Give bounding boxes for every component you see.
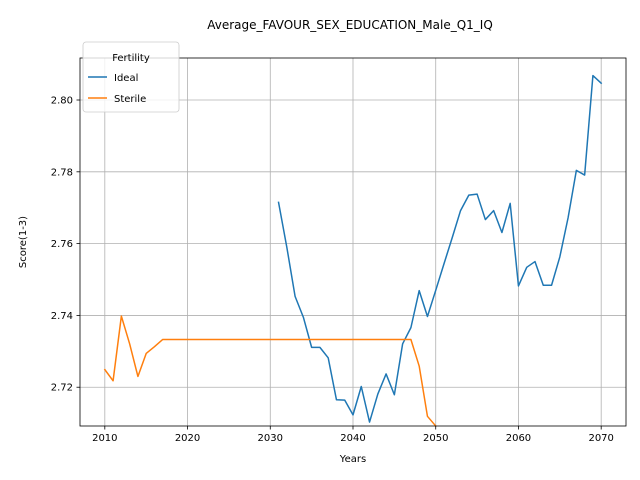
- legend-title: Fertility: [112, 53, 150, 64]
- x-tick-label: 2040: [340, 433, 365, 444]
- y-tick-label: 2.72: [51, 383, 73, 394]
- x-tick-label: 2060: [506, 433, 531, 444]
- x-tick-label: 2030: [258, 433, 283, 444]
- legend-label-sterile: Sterile: [114, 94, 146, 105]
- y-tick-label: 2.74: [51, 311, 73, 322]
- series-line-sterile: [103, 315, 437, 428]
- grid: [80, 58, 626, 426]
- legend-label-ideal: Ideal: [114, 73, 138, 84]
- y-axis-label: Score(1-3): [18, 216, 29, 268]
- y-axis: 2.72 2.74 2.76 2.78 2.80: [51, 96, 80, 394]
- chart-title: Average_FAVOUR_SEX_EDUCATION_Male_Q1_IQ: [207, 18, 493, 32]
- x-tick-label: 2010: [92, 433, 117, 444]
- y-tick-label: 2.78: [51, 167, 73, 178]
- legend-box: [82, 41, 180, 113]
- series-line-ideal: [277, 74, 603, 423]
- y-tick-label: 2.76: [51, 239, 73, 250]
- x-tick-label: 2070: [588, 433, 613, 444]
- x-tick-label: 2020: [175, 433, 200, 444]
- x-axis-label: Years: [339, 454, 366, 465]
- x-tick-label: 2050: [423, 433, 448, 444]
- x-axis: 2010 2020 2030 2040 2050 2060 2070: [92, 426, 614, 444]
- y-tick-label: 2.80: [51, 96, 73, 107]
- legend: Fertility Ideal Sterile: [82, 41, 180, 113]
- series-group: [103, 74, 603, 428]
